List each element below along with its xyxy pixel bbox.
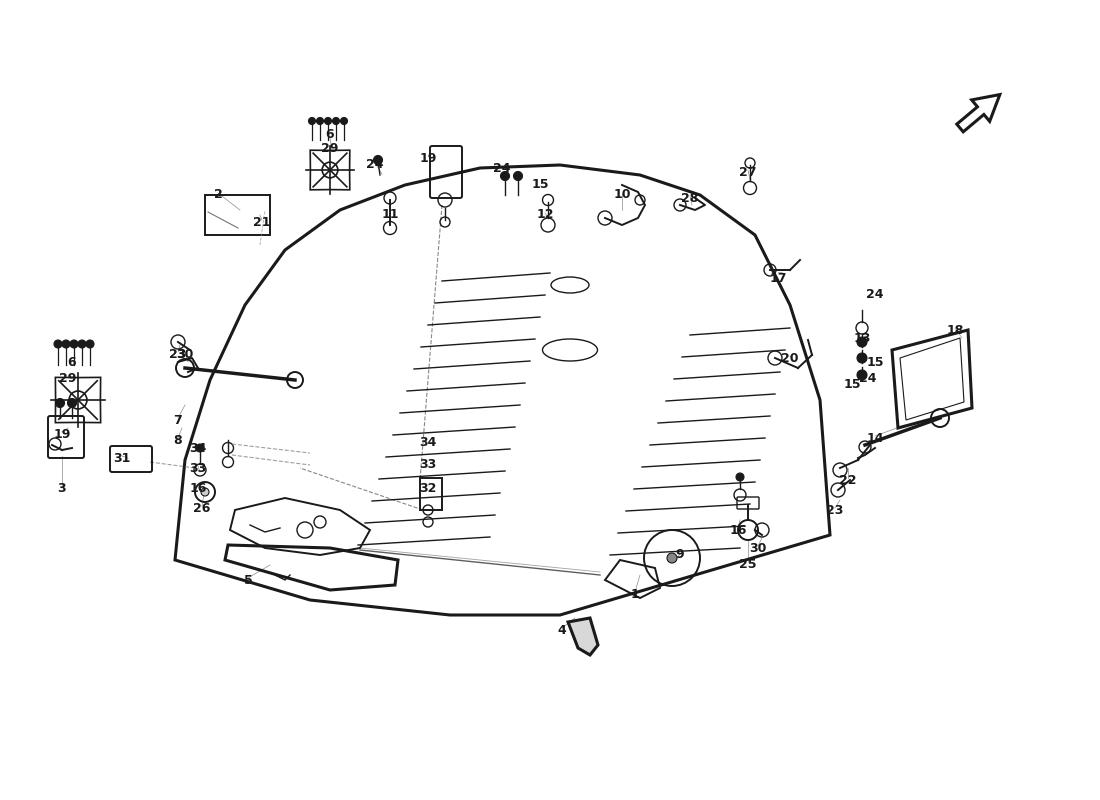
Circle shape (55, 398, 65, 407)
Text: 23: 23 (826, 503, 844, 517)
Text: 15: 15 (844, 378, 860, 391)
Text: 28: 28 (681, 191, 698, 205)
Text: 30: 30 (176, 349, 194, 362)
Text: 6: 6 (68, 355, 76, 369)
Text: 15: 15 (867, 355, 883, 369)
Circle shape (308, 118, 316, 125)
Circle shape (857, 337, 867, 347)
Text: 34: 34 (189, 442, 207, 454)
Text: 12: 12 (537, 209, 553, 222)
Text: 20: 20 (781, 351, 799, 365)
Text: 24: 24 (867, 289, 883, 302)
Text: 1: 1 (630, 589, 639, 602)
Text: 16: 16 (729, 523, 747, 537)
Text: 34: 34 (419, 435, 437, 449)
Circle shape (317, 118, 323, 125)
Text: 15: 15 (531, 178, 549, 191)
Bar (420, 478, 442, 510)
Circle shape (70, 340, 78, 348)
Text: 24: 24 (366, 158, 384, 171)
Text: 33: 33 (419, 458, 437, 471)
Text: 5: 5 (243, 574, 252, 586)
Text: 19: 19 (419, 151, 437, 165)
Text: 32: 32 (419, 482, 437, 494)
Text: 26: 26 (194, 502, 211, 514)
Circle shape (78, 340, 86, 348)
Circle shape (62, 340, 70, 348)
Circle shape (500, 171, 509, 181)
Text: 22: 22 (839, 474, 857, 486)
Text: 19: 19 (53, 429, 70, 442)
Circle shape (67, 398, 77, 407)
Text: 29: 29 (59, 371, 77, 385)
Text: 17: 17 (769, 271, 786, 285)
Text: 24: 24 (493, 162, 510, 174)
Circle shape (667, 553, 676, 563)
Text: 31: 31 (113, 451, 131, 465)
Circle shape (857, 353, 867, 363)
Text: 27: 27 (739, 166, 757, 178)
Circle shape (341, 118, 348, 125)
Text: 6: 6 (326, 129, 334, 142)
Circle shape (86, 340, 94, 348)
Text: 23: 23 (169, 349, 187, 362)
Circle shape (332, 118, 340, 125)
Circle shape (857, 370, 867, 380)
Text: 13: 13 (854, 331, 871, 345)
Text: 29: 29 (321, 142, 339, 154)
Text: 2: 2 (213, 189, 222, 202)
Text: 30: 30 (749, 542, 767, 554)
Circle shape (324, 118, 331, 125)
Text: 24: 24 (859, 371, 877, 385)
Bar (205, 195, 270, 235)
Circle shape (196, 444, 204, 452)
Text: 8: 8 (174, 434, 183, 446)
Text: 10: 10 (614, 189, 630, 202)
Text: 33: 33 (189, 462, 207, 474)
Text: 16: 16 (189, 482, 207, 494)
Circle shape (374, 155, 383, 165)
Circle shape (514, 171, 522, 181)
Text: 3: 3 (57, 482, 66, 494)
Text: 18: 18 (946, 323, 964, 337)
Polygon shape (568, 618, 598, 655)
Text: 11: 11 (382, 209, 398, 222)
Circle shape (201, 488, 209, 496)
Circle shape (736, 473, 744, 481)
Circle shape (54, 340, 62, 348)
Text: 4: 4 (558, 623, 566, 637)
Text: 14: 14 (867, 431, 883, 445)
Text: 21: 21 (253, 215, 271, 229)
Text: 25: 25 (739, 558, 757, 571)
Text: 9: 9 (675, 549, 684, 562)
Text: 7: 7 (174, 414, 183, 426)
